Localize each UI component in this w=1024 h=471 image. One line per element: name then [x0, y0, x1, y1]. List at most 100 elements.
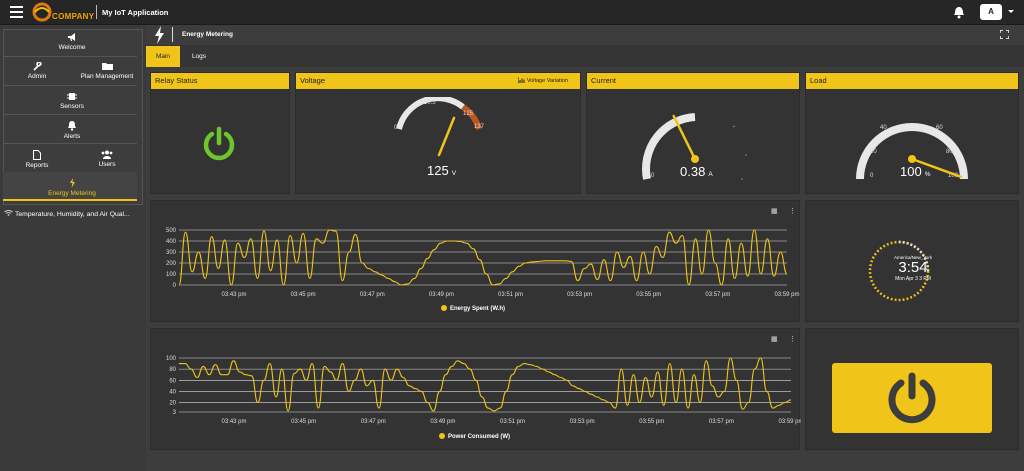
- relay-status-card: Relay Status: [150, 72, 290, 194]
- clock-card: America/New_York 3:54 Mon Apr 3 3 PM: [805, 200, 1019, 322]
- sidebar-sub-item-label: Temperature, Humidity, and Air Qual...: [15, 211, 130, 218]
- clock-timezone: America/New_York: [893, 255, 933, 260]
- user-avatar[interactable]: A: [980, 4, 1002, 20]
- more-options-icon[interactable]: ⋮: [789, 336, 796, 343]
- sidebar-item-label: Users: [98, 161, 116, 168]
- current-card: Current 0 0.38 A: [586, 72, 800, 194]
- divider: [3, 56, 137, 57]
- gauge-needle-hub: [908, 155, 916, 163]
- x-tick-label: 03:51 pm: [500, 419, 525, 425]
- gauge-tick-mark: [732, 125, 736, 128]
- page-title: Energy Metering: [182, 31, 233, 38]
- x-tick-label: 03:49 pm: [430, 419, 455, 425]
- sidebar-item-label: Energy Metering: [48, 190, 96, 197]
- folder-icon: [101, 63, 113, 70]
- current-value: 0.38 A: [680, 164, 713, 179]
- voltage-value: 125 V: [427, 163, 457, 178]
- series-line: [179, 357, 792, 412]
- sidebar-item-users[interactable]: Users: [82, 150, 132, 168]
- company-logo[interactable]: [31, 2, 93, 23]
- page-header: [146, 25, 1024, 45]
- gauge-needle-hub: [691, 155, 699, 163]
- x-tick-label: 03:57 pm: [709, 419, 734, 425]
- legend-dot: [439, 433, 445, 439]
- sidebar-item-label: Welcome: [58, 44, 86, 51]
- chevron-down-icon[interactable]: [1008, 10, 1014, 13]
- megaphone-icon: [68, 33, 75, 41]
- tab-logs[interactable]: Logs: [191, 53, 207, 60]
- sidebar-item-welcome[interactable]: Welcome: [47, 33, 97, 51]
- gauge-tick: 80: [946, 149, 953, 155]
- x-tick-label: 03:47 pm: [360, 292, 385, 298]
- load-gauge: 0 20 40 60 80 100: [856, 123, 968, 180]
- chip-icon: [67, 93, 77, 100]
- gauge-tick: 125: [463, 111, 474, 117]
- sidebar-item-energy-metering[interactable]: Energy Metering: [37, 178, 107, 197]
- divider: [96, 5, 97, 19]
- x-tick-label: 03:53 pm: [567, 292, 592, 298]
- logo-text: COMPANY: [52, 12, 95, 21]
- bolt-icon: [69, 178, 75, 188]
- calendar-icon[interactable]: ▦: [771, 208, 778, 215]
- gauge-tick: 20: [870, 149, 877, 155]
- x-tick-label: 03:49 pm: [429, 292, 454, 298]
- fullscreen-icon[interactable]: [1000, 30, 1009, 39]
- energy-chart-card: ▦ ⋮ 500 400 300 200 100 0 03:43 pm 03:45 pm 03:4…: [150, 200, 800, 322]
- divider: [3, 85, 137, 86]
- y-tick-label: 60: [169, 378, 176, 384]
- power-chart-card: ▦ ⋮ 100 80 60 40 20 3 03:43 pm 03:45 pm 03:47 pm…: [150, 328, 801, 450]
- sidebar-item-label: Reports: [25, 162, 49, 169]
- gauge-tick: 60: [936, 125, 943, 131]
- gauge-tick: 0: [394, 125, 398, 131]
- chart-legend[interactable]: Energy Spent (W.h): [441, 305, 505, 312]
- divider: [172, 27, 173, 42]
- notification-bell-icon[interactable]: [953, 6, 965, 19]
- y-tick-label: 100: [166, 356, 177, 362]
- y-tick-label: 300: [166, 250, 177, 256]
- y-tick-label: 100: [166, 272, 177, 278]
- gauge-tick: 40: [880, 125, 887, 131]
- y-tick-label: 40: [169, 389, 176, 395]
- chart-icon: [517, 77, 525, 84]
- load-value: 100%: [900, 164, 931, 179]
- power-icon[interactable]: [201, 126, 237, 162]
- voltage-gauge: 0 110.5 125 137: [394, 97, 485, 157]
- y-tick-label: 200: [166, 261, 177, 267]
- bell-icon: [68, 121, 76, 131]
- wifi-icon: [4, 210, 13, 216]
- power-line-chart: 100 80 60 40 20 3 03:43 pm 03:45 pm 03:47 pm 03:4…: [166, 356, 801, 425]
- sidebar-item-sensors[interactable]: Sensors: [47, 92, 97, 110]
- card-title: Voltage: [296, 73, 580, 89]
- sidebar-item-plan-management[interactable]: Plan Management: [72, 62, 142, 80]
- legend-dot: [441, 305, 447, 311]
- chart-legend[interactable]: Power Consumed (W): [439, 433, 510, 440]
- x-tick-label: 03:57 pm: [705, 292, 730, 298]
- wrench-icon: [32, 62, 42, 71]
- bolt-icon: [155, 26, 164, 44]
- top-bar: COMPANY My IoT Application A: [0, 0, 1024, 25]
- sidebar: Welcome Admin Plan Management Sensors Al…: [0, 25, 146, 471]
- gauge-tick: 0: [651, 173, 655, 179]
- more-options-icon[interactable]: ⋮: [789, 208, 796, 215]
- clock-time: 3:54: [898, 259, 928, 276]
- y-tick-label: 500: [166, 228, 177, 234]
- x-tick-label: 03:47 pm: [361, 419, 386, 425]
- tab-main[interactable]: Main: [146, 46, 180, 67]
- document-icon: [33, 150, 41, 160]
- load-card: Load 0 20 40 60 80 100 100%: [805, 72, 1019, 194]
- power-toggle-button[interactable]: [832, 363, 992, 433]
- energy-line-chart: 500 400 300 200 100 0 03:43 pm 03:45 pm 03:47 pm…: [166, 228, 800, 298]
- sidebar-item-reports[interactable]: Reports: [12, 150, 62, 169]
- gauge-tick: 100: [948, 173, 959, 179]
- sidebar-item-label: Sensors: [60, 103, 84, 110]
- hamburger-menu-icon[interactable]: [10, 6, 23, 18]
- x-tick-label: 03:51 pm: [498, 292, 523, 298]
- x-tick-label: 03:45 pm: [291, 292, 316, 298]
- sidebar-item-alerts[interactable]: Alerts: [47, 121, 97, 140]
- calendar-icon[interactable]: ▦: [771, 336, 778, 343]
- sidebar-sub-item[interactable]: Temperature, Humidity, and Air Qual...: [4, 210, 144, 218]
- voltage-variation-link[interactable]: Voltage Variation: [517, 77, 568, 84]
- x-tick-label: 03:53 pm: [570, 419, 595, 425]
- sidebar-item-admin[interactable]: Admin: [12, 62, 62, 80]
- gauge-needle: [437, 116, 456, 157]
